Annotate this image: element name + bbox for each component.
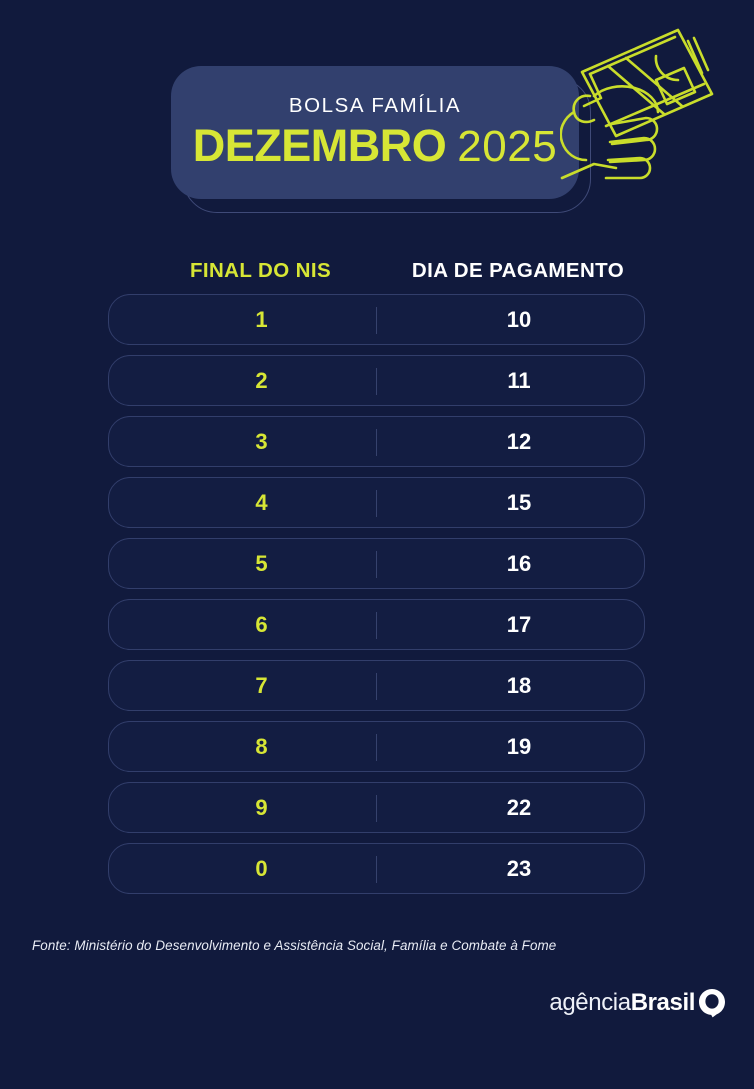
- table-row: 8 19: [108, 721, 645, 772]
- cell-dia-de-pagamento: 10: [506, 306, 532, 332]
- table-row: 9 22: [108, 782, 645, 833]
- page-title: DEZEMBRO 2025: [193, 123, 557, 169]
- cell-final-do-nis: 5: [255, 550, 268, 576]
- table-row: 5 16: [108, 538, 645, 589]
- table-row: 3 12: [108, 416, 645, 467]
- column-header-final-do-nis: FINAL DO NIS: [189, 259, 332, 282]
- cell-dia-de-pagamento: 11: [507, 367, 531, 393]
- row-divider: [376, 612, 378, 639]
- row-divider: [376, 734, 378, 761]
- speech-bubble-icon: [699, 989, 725, 1018]
- row-divider: [376, 307, 378, 334]
- cell-final-do-nis: 7: [255, 672, 268, 698]
- cell-dia-de-pagamento: 18: [506, 672, 532, 698]
- table-row: 1 10: [108, 294, 645, 345]
- cell-final-do-nis: 4: [255, 489, 268, 515]
- agencia-brasil-logo: agência Brasil: [549, 986, 726, 1020]
- cell-dia-de-pagamento: 15: [506, 489, 532, 515]
- cell-final-do-nis: 1: [255, 306, 268, 332]
- row-divider: [376, 856, 378, 883]
- header-month: DEZEMBRO: [192, 120, 447, 172]
- header-kicker: BOLSA FAMÍLIA: [288, 93, 462, 117]
- logo-text-brasil: Brasil: [630, 989, 696, 1016]
- row-divider: [376, 673, 378, 700]
- row-divider: [376, 368, 378, 395]
- table-row: 2 11: [108, 355, 645, 406]
- cell-dia-de-pagamento: 17: [506, 611, 532, 637]
- cell-final-do-nis: 0: [255, 855, 268, 881]
- cell-final-do-nis: 9: [255, 794, 268, 820]
- header-card: BOLSA FAMÍLIA DEZEMBRO 2025: [171, 66, 579, 199]
- row-divider: [376, 490, 378, 517]
- column-header-dia-de-pagamento: DIA DE PAGAMENTO: [411, 259, 625, 282]
- row-divider: [376, 551, 378, 578]
- table-row: 0 23: [108, 843, 645, 894]
- cell-dia-de-pagamento: 19: [506, 733, 532, 759]
- cell-final-do-nis: 3: [255, 428, 268, 454]
- cell-final-do-nis: 2: [255, 367, 268, 393]
- payment-schedule-table: 1 10 2 11 3 12 4 15 5 16 6 17 7 18 8 19 9 22 0 23: [108, 294, 645, 894]
- source-note: Fonte: Ministério do Desenvolvimento e A…: [32, 938, 557, 953]
- header-year: 2025: [457, 122, 558, 172]
- logo-text-agencia: agência: [549, 989, 631, 1016]
- cell-dia-de-pagamento: 22: [506, 794, 532, 820]
- cell-final-do-nis: 8: [255, 733, 268, 759]
- table-row: 4 15: [108, 477, 645, 528]
- cell-dia-de-pagamento: 23: [506, 855, 532, 881]
- cell-dia-de-pagamento: 16: [506, 550, 532, 576]
- table-header-row: FINAL DO NIS DIA DE PAGAMENTO: [108, 256, 645, 286]
- table-row: 6 17: [108, 599, 645, 650]
- table-row: 7 18: [108, 660, 645, 711]
- header-zone: BOLSA FAMÍLIA DEZEMBRO 2025: [0, 0, 754, 230]
- row-divider: [376, 795, 378, 822]
- cell-dia-de-pagamento: 12: [506, 428, 532, 454]
- row-divider: [376, 429, 378, 456]
- cell-final-do-nis: 6: [255, 611, 268, 637]
